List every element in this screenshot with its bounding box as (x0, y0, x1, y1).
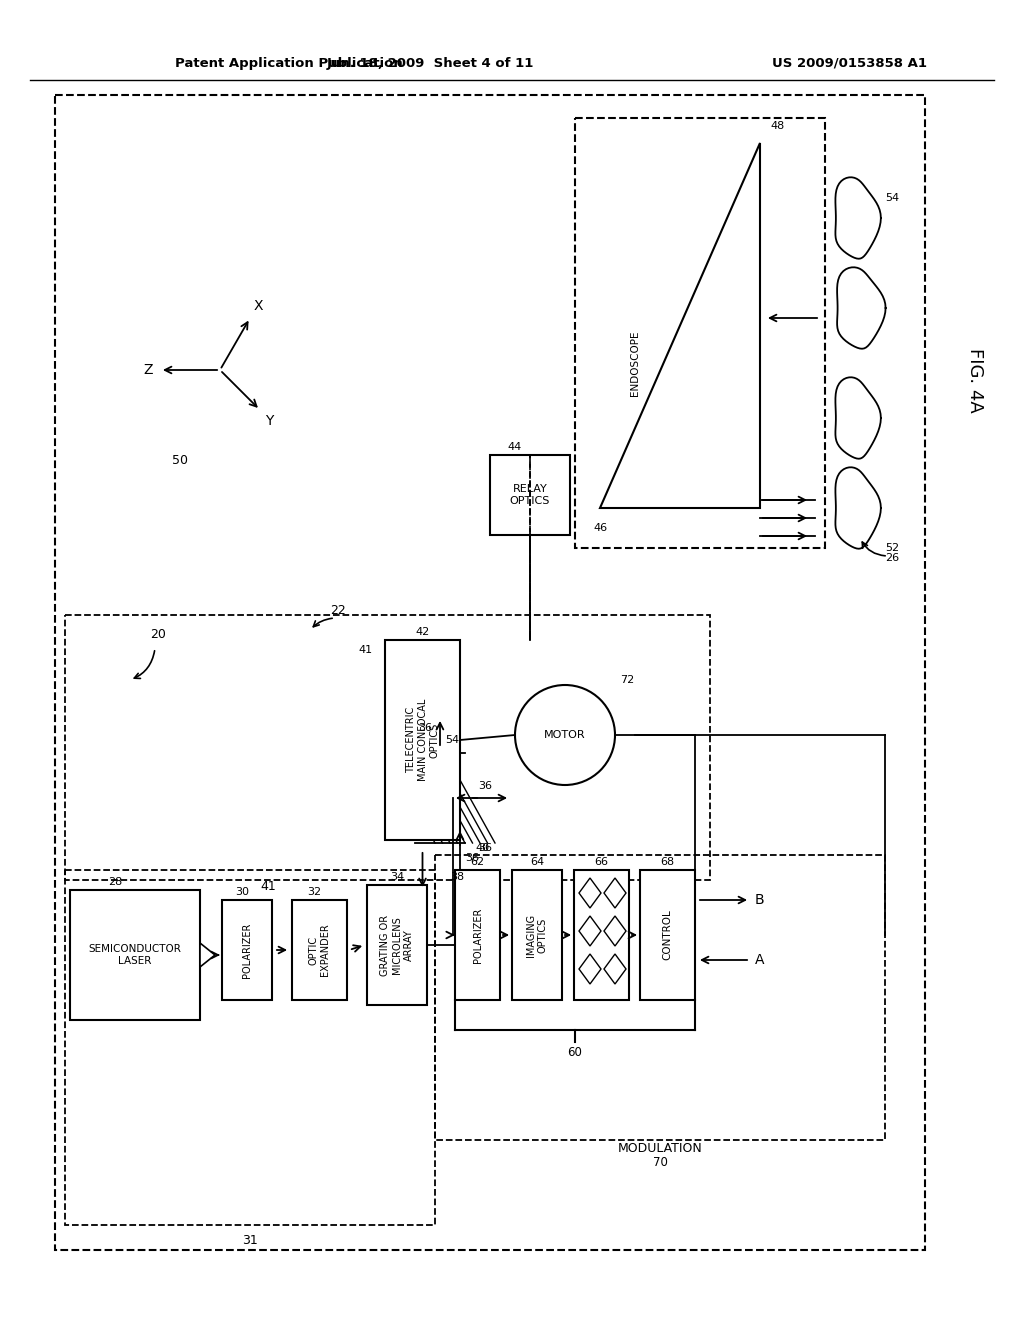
Polygon shape (604, 878, 626, 908)
Text: 36: 36 (478, 781, 492, 791)
Text: 22: 22 (330, 603, 346, 616)
Polygon shape (600, 143, 760, 508)
Text: 26: 26 (885, 553, 899, 564)
Text: 54: 54 (885, 193, 899, 203)
Text: 60: 60 (567, 1045, 583, 1059)
Text: 32: 32 (307, 887, 322, 898)
Polygon shape (604, 916, 626, 946)
Text: 40: 40 (475, 843, 489, 853)
Text: 28: 28 (108, 876, 122, 887)
Text: MOTOR: MOTOR (544, 730, 586, 741)
Text: 52: 52 (885, 543, 899, 553)
Text: TELECENTRIC
MAIN CONFOCAL
OPTICS: TELECENTRIC MAIN CONFOCAL OPTICS (406, 698, 439, 781)
Polygon shape (579, 878, 601, 908)
Text: 20: 20 (150, 628, 166, 642)
Text: 72: 72 (620, 675, 634, 685)
Text: 36: 36 (465, 853, 479, 863)
Bar (490, 455, 570, 535)
Polygon shape (604, 954, 626, 983)
Bar (222, 900, 272, 1001)
Text: A: A (755, 953, 765, 968)
Text: CONTROL: CONTROL (663, 909, 673, 961)
Text: ENDOSCOPE: ENDOSCOPE (630, 330, 640, 396)
Text: SEMICONDUCTOR
LASER: SEMICONDUCTOR LASER (88, 944, 181, 966)
Text: 34: 34 (390, 873, 404, 882)
Text: POLARIZER: POLARIZER (242, 923, 252, 978)
Text: US 2009/0153858 A1: US 2009/0153858 A1 (772, 57, 928, 70)
Text: MODULATION: MODULATION (617, 1142, 702, 1155)
Bar (65, 615, 710, 880)
Text: OPTIC
EXPANDER: OPTIC EXPANDER (308, 924, 331, 977)
Text: 70: 70 (652, 1156, 668, 1170)
Polygon shape (200, 942, 215, 968)
Text: Jun. 18, 2009  Sheet 4 of 11: Jun. 18, 2009 Sheet 4 of 11 (327, 57, 534, 70)
Text: 44: 44 (508, 442, 522, 451)
Text: 38: 38 (450, 873, 464, 882)
Bar (575, 117, 825, 548)
Text: POLARIZER: POLARIZER (472, 907, 482, 962)
Bar (385, 640, 460, 840)
Text: IMAGING
OPTICS: IMAGING OPTICS (526, 913, 548, 957)
Text: X: X (254, 300, 263, 313)
Text: 42: 42 (416, 627, 430, 638)
Text: 50: 50 (172, 454, 188, 466)
Text: 41: 41 (260, 880, 275, 894)
Bar (512, 870, 562, 1001)
Text: Y: Y (265, 414, 273, 428)
Text: FIG. 4A: FIG. 4A (966, 347, 984, 412)
Bar (640, 870, 695, 1001)
Text: RELAY
OPTICS: RELAY OPTICS (510, 484, 550, 506)
Polygon shape (579, 916, 601, 946)
Text: Patent Application Publication: Patent Application Publication (175, 57, 402, 70)
Bar (70, 890, 200, 1020)
Text: 36: 36 (478, 843, 492, 853)
Text: 31: 31 (242, 1233, 258, 1246)
Bar (292, 900, 347, 1001)
Text: 48: 48 (770, 121, 784, 131)
Text: 64: 64 (530, 857, 544, 867)
Text: GRATING OR
MICROLENS
ARRAY: GRATING OR MICROLENS ARRAY (380, 915, 414, 975)
Text: 54: 54 (445, 735, 459, 744)
Bar (55, 95, 925, 1250)
Text: 68: 68 (660, 857, 675, 867)
Text: B: B (755, 894, 765, 907)
Text: 36: 36 (418, 723, 432, 733)
Text: 46: 46 (593, 523, 607, 533)
Bar (455, 870, 500, 1001)
Bar (367, 884, 427, 1005)
Text: 30: 30 (234, 887, 249, 898)
Bar (574, 870, 629, 1001)
Text: Z: Z (143, 363, 153, 378)
Text: 62: 62 (470, 857, 484, 867)
Text: 41: 41 (358, 645, 373, 655)
Polygon shape (579, 954, 601, 983)
Circle shape (515, 685, 615, 785)
Bar (435, 855, 885, 1140)
Bar (65, 870, 435, 1225)
Text: 66: 66 (595, 857, 608, 867)
